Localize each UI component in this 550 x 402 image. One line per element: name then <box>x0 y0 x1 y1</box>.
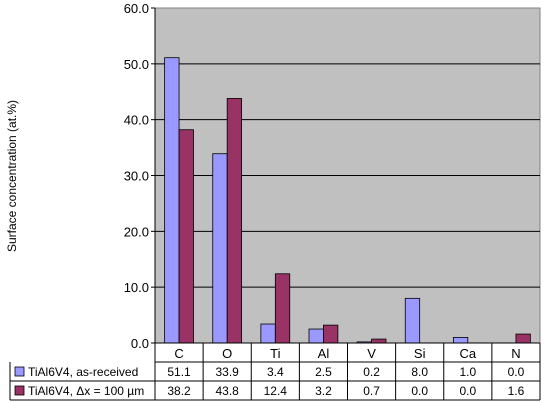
y-tick-label: 40.0 <box>124 113 149 128</box>
x-tick-label: C <box>174 346 183 361</box>
x-tick-label: Al <box>318 346 330 361</box>
x-tick-label: Si <box>414 346 426 361</box>
y-axis-title: Surface concentration (at.%) <box>5 100 19 252</box>
y-tick-label: 30.0 <box>124 169 149 184</box>
bar-c-series-1 <box>164 57 180 344</box>
y-tick-label: 60.0 <box>124 1 149 16</box>
legend-label-series-1: TiAl6V4, as-received <box>28 365 138 379</box>
bar-ti-series-2 <box>274 273 291 344</box>
x-tick-label: N <box>511 346 520 361</box>
data-label: 12.4 <box>264 384 288 398</box>
legend-label-series-2: TiAl6V4, Δx = 100 µm <box>28 384 144 398</box>
data-label: 0.7 <box>363 384 380 398</box>
data-label: 1.0 <box>459 365 476 379</box>
y-tick-label: 10.0 <box>124 280 149 295</box>
data-label: 43.8 <box>216 384 240 398</box>
data-label: 8.0 <box>411 365 428 379</box>
plot-area: 0.0 10.0 20.0 30.0 40.0 50.0 60.0 <box>124 1 541 351</box>
y-tick-label: 50.0 <box>124 57 149 72</box>
legend-swatch-series-1 <box>14 366 25 377</box>
data-label: 2.5 <box>315 365 332 379</box>
bar-n-series-2 <box>515 333 531 344</box>
data-label: 0.0 <box>411 384 428 398</box>
data-label: 1.6 <box>508 384 525 398</box>
bar-ca-series-1 <box>452 337 469 344</box>
bar-al-series-1 <box>308 328 324 344</box>
x-tick-label: V <box>367 346 376 361</box>
bar-si-series-1 <box>404 297 421 344</box>
data-label: 0.0 <box>459 384 476 398</box>
legend-swatch-series-2 <box>14 385 25 396</box>
data-label: 38.2 <box>167 384 191 398</box>
bar-o-series-1 <box>212 153 228 344</box>
x-tick-label: Ti <box>270 346 280 361</box>
x-tick-label: Ca <box>460 346 477 361</box>
data-label: 51.1 <box>167 365 191 379</box>
data-label: 3.2 <box>315 384 332 398</box>
y-tick-label: 20.0 <box>124 224 149 239</box>
data-label: 0.0 <box>508 365 525 379</box>
x-tick-label: O <box>222 346 232 361</box>
data-label: 3.4 <box>267 365 284 379</box>
y-tick-label: 0.0 <box>131 336 149 351</box>
bar-v-series-2 <box>371 338 387 344</box>
bar-o-series-2 <box>226 98 243 344</box>
data-label: 0.2 <box>363 365 380 379</box>
bar-al-series-2 <box>323 324 339 344</box>
bar-ti-series-1 <box>260 323 276 344</box>
data-label: 33.9 <box>216 365 240 379</box>
data-table: C O Ti Al V Si Ca N TiAl6V4, as-received 51.1 33.9… <box>9 342 541 401</box>
bar-c-series-2 <box>178 129 194 344</box>
